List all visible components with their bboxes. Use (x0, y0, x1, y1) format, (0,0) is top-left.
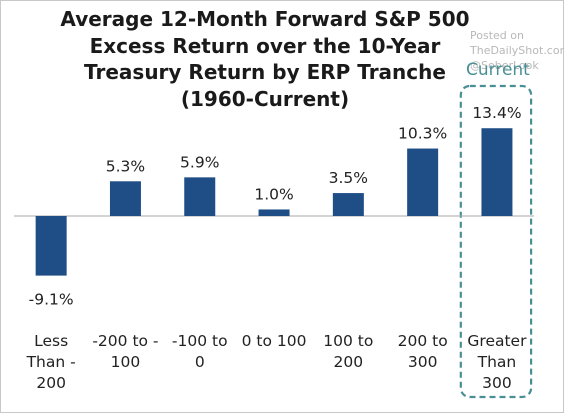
bar-2 (184, 177, 216, 216)
title-line-1: Average 12-Month Forward S&P 500 (60, 7, 470, 31)
category-label-4-0: 100 to (323, 332, 373, 350)
bar-6 (481, 128, 513, 216)
data-label-4: 3.5% (329, 169, 368, 187)
title-line-4: (1960-Current) (180, 86, 350, 111)
category-label-1-0: -200 to - (92, 332, 158, 350)
category-label-6-1: Than (477, 353, 517, 371)
category-label-6-0: Greater (467, 332, 527, 350)
data-label-3: 1.0% (254, 185, 293, 203)
category-label-0-1: Than - (26, 353, 76, 371)
bar-1 (109, 181, 141, 216)
watermark-line-1: Posted on (470, 29, 524, 42)
category-label-0-0: Less (34, 332, 68, 350)
category-label-0-2: 200 (36, 374, 66, 392)
bar-3 (258, 209, 290, 216)
data-label-5: 10.3% (398, 125, 447, 143)
bar-5 (407, 148, 439, 216)
bar-4 (332, 193, 364, 216)
category-label-5-1: 300 (408, 353, 438, 371)
watermark: Posted on TheDailyShot.com @SoberLook (470, 28, 564, 73)
category-label-3-0: 0 to 100 (242, 332, 307, 350)
title-line-2: Excess Return over the 10-Year (89, 33, 441, 58)
category-label-2-1: 0 (195, 353, 205, 371)
current-highlight-label: Current (466, 60, 530, 80)
title-line-3: Treasury Return by ERP Tranche (84, 60, 446, 84)
watermark-line-2: TheDailyShot.com (470, 44, 564, 57)
watermark-line-3: @SoberLook (470, 59, 539, 72)
category-label-6-2: 300 (482, 374, 512, 392)
current-highlight-box (459, 84, 533, 399)
chart-title: Average 12-Month Forward S&P 500 Excess … (55, 6, 475, 112)
category-label-4-1: 200 (334, 353, 364, 371)
bar-0 (35, 216, 67, 276)
data-label-2: 5.9% (180, 153, 219, 171)
data-label-6: 13.4% (472, 104, 521, 122)
category-label-1-1: 100 (111, 353, 141, 371)
data-label-0: -9.1% (29, 291, 74, 309)
category-label-5-0: 200 to (398, 332, 448, 350)
data-label-1: 5.3% (106, 157, 145, 175)
category-label-2-0: -100 to (172, 332, 228, 350)
